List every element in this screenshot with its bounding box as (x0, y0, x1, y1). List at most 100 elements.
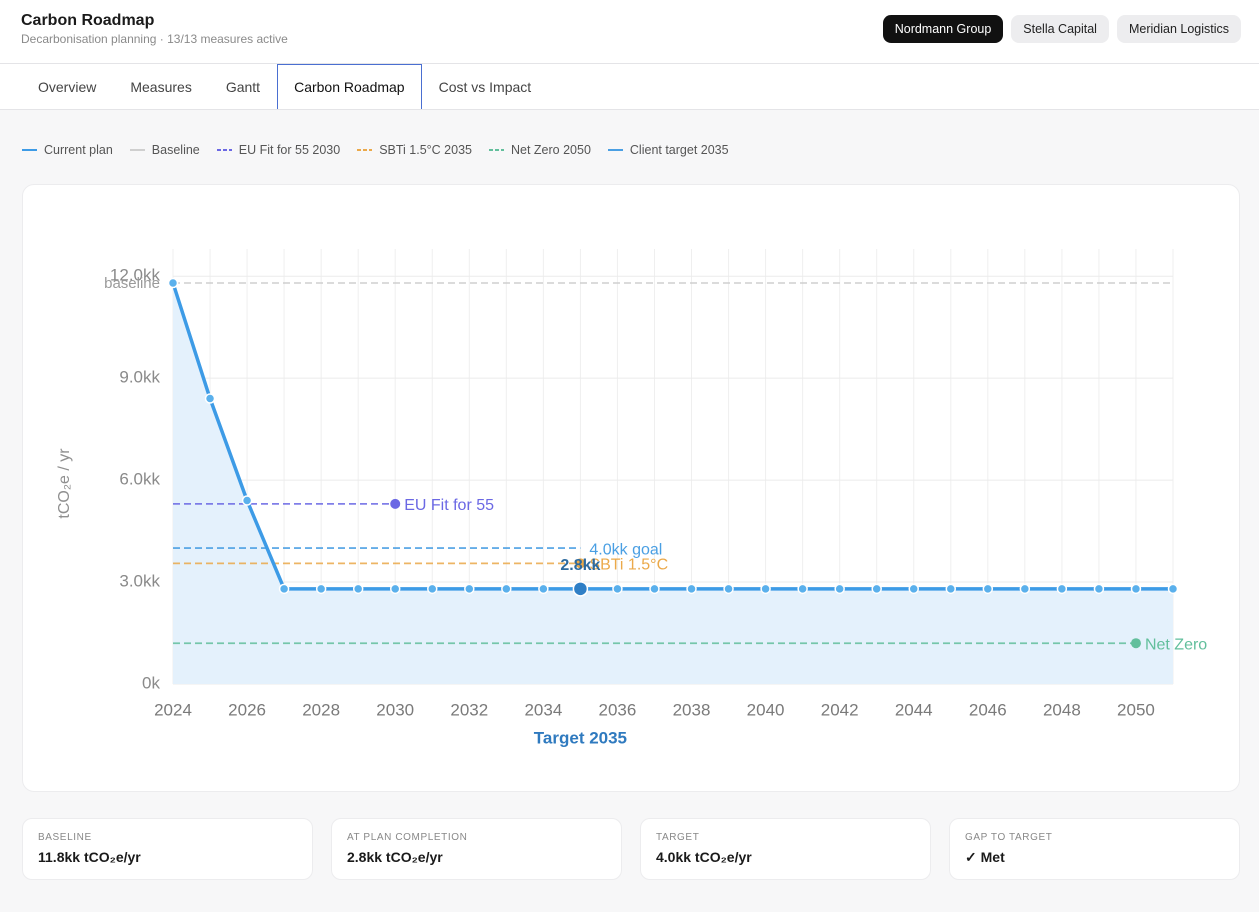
reference-label: 4.0kk goal (589, 541, 662, 558)
reference-label: SBTi 1.5°C (589, 557, 668, 574)
y-tick-label: 3.0kk (119, 572, 160, 591)
x-tick-label: 2044 (895, 700, 933, 719)
stat-value: 2.8kk tCO₂e/yr (347, 849, 443, 865)
legend-item: Current plan (22, 143, 113, 157)
stat-label: TARGET (656, 832, 700, 843)
legend-swatch (357, 149, 373, 151)
x-tick-label: 2036 (599, 700, 637, 719)
point (686, 583, 697, 595)
point (389, 583, 401, 595)
point (315, 583, 327, 595)
point (908, 583, 919, 595)
stat-label: GAP TO TARGET (965, 832, 1053, 843)
reference-marker (575, 558, 586, 569)
reference-marker (390, 498, 401, 509)
x-tick-label: 2030 (376, 700, 414, 719)
legend-label: Current plan (44, 143, 113, 157)
point (1130, 583, 1142, 595)
y-tick-label: 0k (142, 673, 160, 692)
chart: 0k 3.0kk 6.0kk 9.0kk 12.0kk 2024 2026 2028 2030 2… (56, 249, 1207, 747)
client-button[interactable]: Nordmann Group (882, 15, 1004, 43)
client-button[interactable]: Meridian Logistics (1116, 15, 1241, 43)
tab[interactable]: Cost vs Impact (438, 79, 532, 95)
x-tick-label: 2034 (524, 700, 562, 719)
point (1019, 583, 1031, 595)
x-tick-label: 2048 (1043, 700, 1081, 719)
stat-label: BASELINE (38, 832, 92, 843)
legend-label: Net Zero 2050 (510, 143, 591, 157)
point (1093, 583, 1105, 595)
legend-label: EU Fit for 55 2030 (238, 143, 341, 157)
point (797, 583, 808, 595)
point (723, 583, 734, 595)
legend-item: Net Zero 2050 (488, 143, 591, 157)
point (352, 583, 364, 595)
target-point (572, 581, 589, 597)
stat-card: BASELINE 11.8kk tCO₂e/yr (22, 818, 313, 880)
x-tick-label: 2050 (1117, 700, 1155, 719)
legend: Current plan Baseline EU Fit for 55 2030 SB… (22, 143, 729, 157)
stat-value: 11.8kk tCO₂e/yr (38, 849, 141, 865)
point (649, 583, 660, 595)
legend-swatch (216, 149, 232, 151)
stat-cards: BASELINE 11.8kk tCO₂e/yr AT PLAN COMPLETIO… (22, 818, 1240, 880)
reference-marker (1130, 638, 1141, 649)
y-axis-title: tCO₂e / yr (56, 448, 73, 519)
stat-card: TARGET 4.0kk tCO₂e/yr (640, 818, 931, 880)
page-title: Carbon Roadmap (21, 12, 155, 29)
value-label: 2.8kk (560, 557, 600, 574)
tab[interactable]: Overview (38, 79, 97, 95)
point (464, 583, 475, 595)
client-button[interactable]: Stella Capital (1011, 15, 1109, 43)
legend-swatch (22, 149, 37, 151)
legend-label: Baseline (151, 143, 200, 157)
legend-swatch (129, 149, 145, 151)
point (834, 583, 845, 595)
stat-value: 4.0kk tCO₂e/yr (656, 849, 752, 865)
point (612, 583, 623, 595)
legend-item: EU Fit for 55 2030 (216, 143, 341, 157)
point (167, 277, 179, 289)
legend-item: Client target 2035 (607, 143, 729, 157)
x-tick-label: 2042 (821, 700, 859, 719)
legend-label: SBTi 1.5°C 2035 (379, 143, 472, 157)
x-tick-label: 2026 (228, 700, 266, 719)
x-tick-label: 2046 (969, 700, 1007, 719)
y-tick-label: 9.0kk (119, 368, 160, 387)
header: Carbon Roadmap Decarbonisation planning … (0, 0, 1259, 64)
stat-card: AT PLAN COMPLETION 2.8kk tCO₂e/yr (331, 818, 622, 880)
stat-card: GAP TO TARGET ✓ Met (949, 818, 1240, 880)
reference-label: EU Fit for 55 (404, 497, 494, 514)
line (171, 282, 1173, 591)
stat-label: AT PLAN COMPLETION (347, 832, 468, 843)
x-tick-label: 2028 (302, 700, 340, 719)
point (871, 583, 882, 595)
legend-item: Baseline (129, 143, 200, 157)
tab[interactable]: Carbon Roadmap (277, 64, 422, 109)
reference-label: baseline (104, 275, 160, 292)
legend-item: SBTi 1.5°C 2035 (357, 143, 472, 157)
x-tick-label: 2024 (154, 700, 192, 719)
tab[interactable]: Measures (130, 79, 192, 95)
tab[interactable]: Gantt (225, 79, 261, 95)
point (204, 393, 216, 404)
stat-value: ✓ Met (965, 849, 1005, 865)
reference-label: Net Zero (1145, 636, 1207, 653)
x-tick-label: 2040 (747, 700, 785, 719)
point (760, 583, 771, 595)
page-subtitle: Decarbonisation planning · 13/13 measure… (21, 32, 288, 46)
point (501, 583, 512, 595)
point (1167, 583, 1179, 595)
point (1056, 583, 1068, 595)
legend-swatch (488, 149, 504, 151)
point (278, 583, 290, 595)
y-tick-label: 6.0kk (119, 470, 160, 489)
legend-swatch (607, 149, 623, 151)
point (982, 583, 994, 595)
x-tick-label: 2032 (450, 700, 488, 719)
point (538, 583, 549, 595)
tab-bar: Overview Measures Gantt Carbon Roadmap C… (0, 64, 1259, 110)
client-switcher: Nordmann Group Stella Capital Meridian L… (882, 15, 1241, 43)
y-tick-label: 12.0kk (110, 266, 161, 285)
